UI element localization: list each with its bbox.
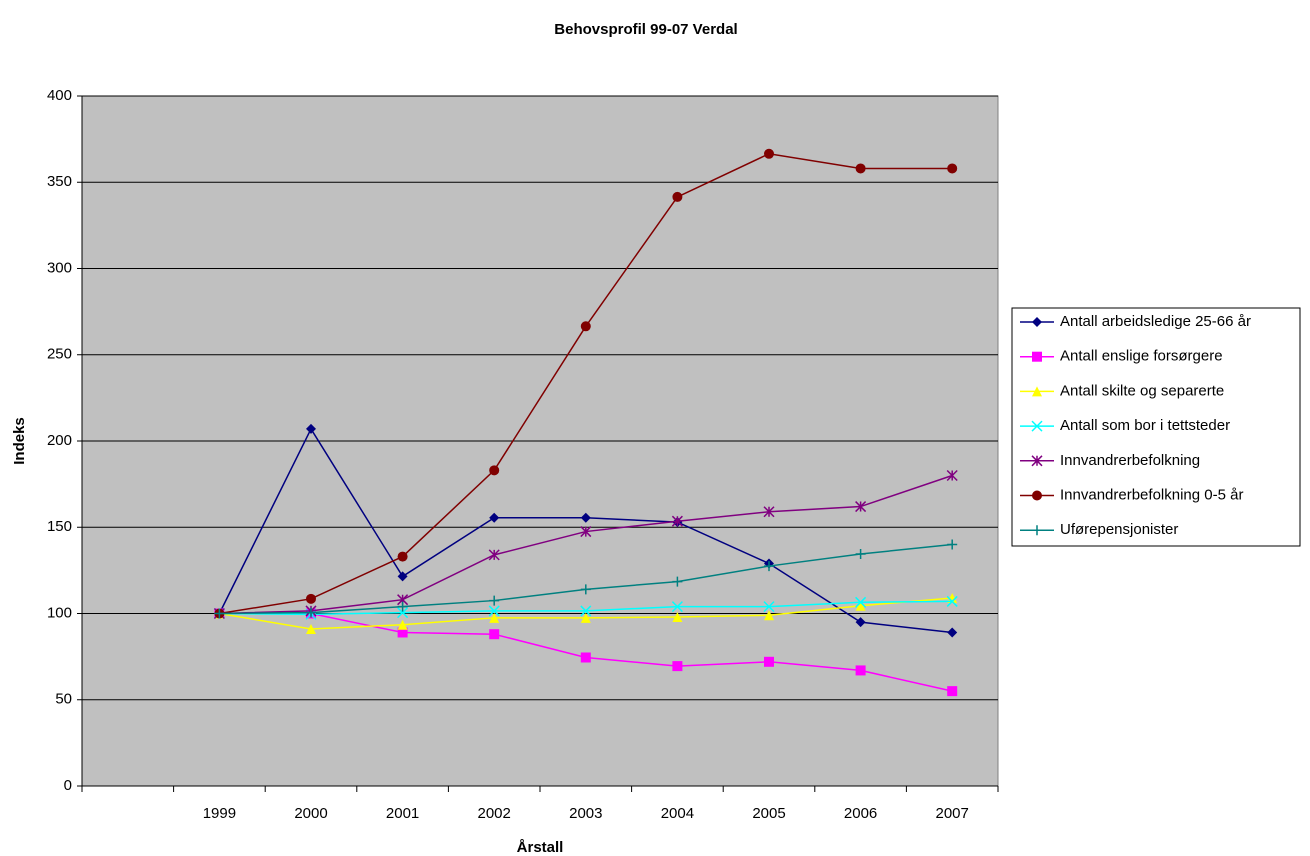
- data-point: [397, 551, 408, 562]
- data-point: [672, 576, 683, 587]
- x-tick-label: 2005: [752, 805, 785, 822]
- data-point: [489, 465, 500, 476]
- legend-label: Innvandrerbefolkning 0-5 år: [1060, 486, 1243, 503]
- data-point: [947, 686, 958, 697]
- x-tick-label: 2007: [936, 805, 969, 822]
- data-point: [672, 661, 683, 672]
- data-point: [764, 561, 774, 572]
- data-point: [855, 665, 866, 676]
- legend-label: Innvandrerbefolkning: [1060, 452, 1200, 469]
- y-axis-label: Indeks: [11, 417, 28, 465]
- x-tick-label: 2002: [478, 805, 511, 822]
- data-point: [397, 627, 408, 638]
- data-point: [764, 656, 774, 667]
- chart-title: Behovsprofil 99-07 Verdal: [554, 21, 737, 38]
- data-point: [763, 601, 775, 613]
- legend-marker: [1032, 490, 1042, 501]
- x-tick-label: 2006: [844, 805, 877, 822]
- data-point: [489, 612, 500, 623]
- data-point: [580, 512, 591, 523]
- data-point: [855, 548, 866, 559]
- data-point: [947, 163, 958, 174]
- data-point: [855, 600, 866, 611]
- data-point: [855, 617, 866, 628]
- legend-label: Antall enslige forsørgere: [1060, 348, 1223, 365]
- x-tick-label: 1999: [203, 805, 236, 822]
- data-point: [580, 652, 591, 663]
- legend-label: Antall skilte og separerte: [1060, 382, 1224, 399]
- data-point: [580, 612, 591, 623]
- y-tick-label: 150: [47, 518, 72, 535]
- data-point: [397, 571, 408, 582]
- data-point: [580, 605, 592, 617]
- legend-marker: [1031, 420, 1043, 432]
- data-point: [397, 601, 408, 612]
- y-tick-label: 300: [47, 259, 72, 276]
- y-tick-label: 350: [47, 173, 72, 190]
- y-tick-label: 50: [55, 691, 72, 708]
- legend-marker: [1032, 317, 1042, 327]
- data-point: [672, 611, 683, 622]
- data-point: [947, 539, 958, 550]
- legend-label: Antall som bor i tettsteder: [1060, 417, 1230, 434]
- data-point: [489, 595, 500, 606]
- data-point: [580, 526, 592, 538]
- legend-box: [1011, 307, 1301, 547]
- y-tick-label: 400: [47, 87, 72, 104]
- data-point: [946, 595, 958, 607]
- y-tick-label: 200: [47, 432, 72, 449]
- data-point: [306, 624, 316, 635]
- legend-label: Uførepensjonister: [1060, 521, 1178, 538]
- data-point: [855, 163, 866, 174]
- data-point: [488, 605, 500, 617]
- data-point: [489, 512, 500, 523]
- legend-marker: [1032, 386, 1042, 397]
- y-tick-label: 0: [64, 777, 72, 794]
- legend-marker: [1032, 525, 1042, 536]
- data-point: [947, 592, 958, 603]
- x-tick-label: 2000: [294, 805, 327, 822]
- y-tick-label: 100: [47, 604, 72, 621]
- data-point: [671, 601, 683, 613]
- data-point: [763, 506, 775, 518]
- data-point: [488, 549, 500, 561]
- y-tick-label: 250: [47, 346, 72, 363]
- data-point: [855, 596, 867, 608]
- data-point: [306, 607, 316, 618]
- data-point: [489, 629, 500, 640]
- data-point: [672, 191, 683, 202]
- data-point: [855, 501, 867, 513]
- data-point: [214, 608, 225, 619]
- data-point: [397, 619, 408, 630]
- data-point: [306, 423, 316, 434]
- legend-marker: [1032, 351, 1042, 362]
- data-point: [764, 148, 774, 159]
- data-point: [671, 515, 683, 527]
- data-point: [580, 584, 591, 595]
- x-tick-label: 2003: [569, 805, 602, 822]
- x-axis-label: Årstall: [517, 839, 564, 856]
- x-tick-label: 2001: [386, 805, 419, 822]
- data-point: [946, 469, 958, 482]
- data-point: [764, 610, 774, 621]
- data-point: [306, 593, 316, 604]
- legend-marker: [1031, 455, 1043, 467]
- data-point: [580, 321, 591, 332]
- x-tick-label: 2004: [661, 805, 694, 822]
- legend-label: Antall arbeidsledige 25-66 år: [1060, 313, 1251, 330]
- data-point: [947, 627, 958, 638]
- data-point: [397, 607, 409, 619]
